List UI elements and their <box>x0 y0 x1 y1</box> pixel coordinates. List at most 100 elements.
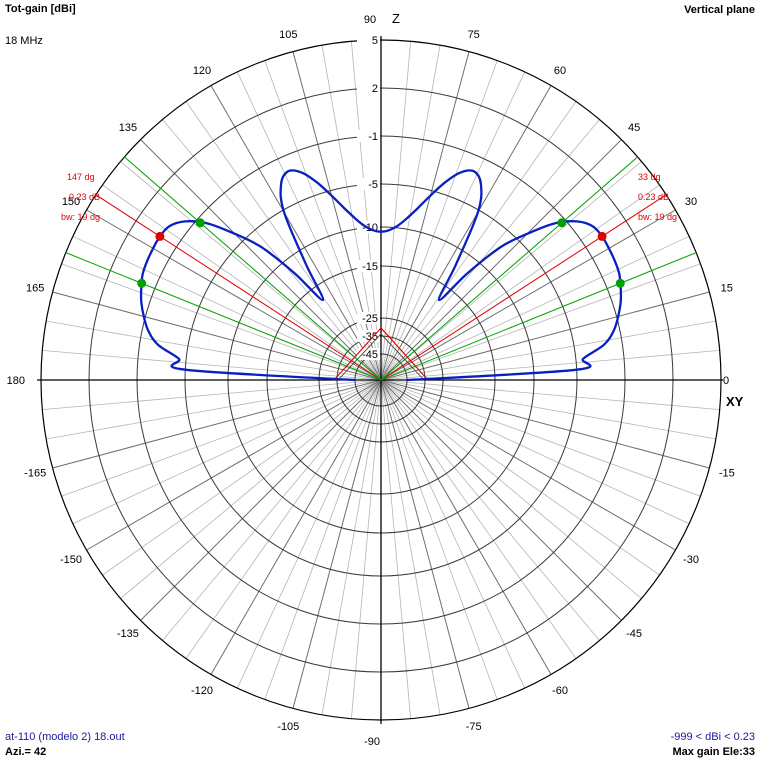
guide-line <box>380 320 716 381</box>
max-gain-point <box>155 231 165 241</box>
guide-line <box>162 379 382 641</box>
angle-tick-label: 30 <box>685 196 697 208</box>
guide-line <box>120 161 382 381</box>
angle-tick-label: 180 <box>7 375 25 387</box>
beamwidth-point <box>195 218 205 228</box>
guide-line <box>380 379 441 715</box>
guide-line <box>185 101 382 381</box>
guide-line <box>380 235 690 381</box>
max-gain-point <box>597 231 607 241</box>
right-beamwidth-label: bw: 19 dg <box>638 212 677 222</box>
radial-line <box>380 379 710 469</box>
guide-line <box>321 379 382 715</box>
radial-line <box>52 379 382 469</box>
guide-line <box>264 60 382 381</box>
right-max-elevation-label: 33 dg <box>638 172 661 182</box>
guide-line <box>120 379 382 599</box>
gain-ring-label: 2 <box>372 83 378 95</box>
gain-ring-label-bg <box>357 312 380 324</box>
radial-line <box>210 85 382 381</box>
radial-line <box>380 139 622 381</box>
guide-line <box>380 379 498 700</box>
gain-ring-label-bg <box>357 34 380 46</box>
gain-ring-label: 5 <box>372 35 378 47</box>
gain-ring-label-bg <box>357 330 380 342</box>
guide-line <box>380 161 642 381</box>
gain-ring-label-bg <box>357 82 380 94</box>
gain-ring-label: -35 <box>362 331 378 343</box>
angle-tick-label: 165 <box>26 282 44 294</box>
lobe-markers <box>65 156 697 381</box>
radial-line <box>380 51 470 381</box>
angle-tick-label: 120 <box>193 65 211 77</box>
gain-ring-label-bg <box>357 348 380 360</box>
pattern-curve <box>139 169 623 382</box>
radial-line <box>86 209 382 381</box>
beamwidth-edge-line <box>380 252 697 381</box>
guide-line <box>380 119 600 381</box>
guide-line <box>380 60 498 381</box>
radial-line <box>380 379 552 675</box>
gain-ring-label: -15 <box>362 261 378 273</box>
guide-line <box>46 379 382 440</box>
radial-line <box>140 379 382 621</box>
left-max-gain-label: 0.23 dB <box>69 192 100 202</box>
gain-ring-label-bg <box>357 260 380 272</box>
radial-line <box>380 291 710 381</box>
guide-line <box>380 379 642 599</box>
guide-line <box>380 379 411 719</box>
max-gain-line <box>95 194 382 381</box>
radial-line <box>210 379 382 675</box>
gain-ring-label-bg <box>357 178 380 190</box>
xy-axis-label: XY <box>726 394 744 409</box>
main-axes: Z XY <box>37 11 744 724</box>
angle-tick-label: 150 <box>62 196 80 208</box>
guide-line <box>102 379 382 576</box>
angle-tick-label: 60 <box>554 65 566 77</box>
beamwidth-edge-line <box>124 156 382 381</box>
guide-line <box>380 379 600 641</box>
guide-line <box>264 379 382 700</box>
antenna-outline <box>333 327 429 381</box>
left-max-elevation-label: 147 dg <box>67 172 95 182</box>
beamwidth-point <box>137 278 147 288</box>
angle-tick-label: 135 <box>119 122 137 134</box>
guide-line <box>72 379 382 525</box>
guide-line <box>236 379 382 689</box>
guide-line <box>380 379 701 497</box>
guide-line <box>380 379 690 525</box>
radial-line <box>380 209 676 381</box>
guide-line <box>380 379 660 576</box>
radial-line <box>140 139 382 381</box>
gain-ring-label: -45 <box>362 349 378 361</box>
angle-tick-label: 75 <box>468 29 480 41</box>
lobe-annotations: 33 dg 0.23 dB bw: 19 dg 147 dg 0.23 dB bw: 19… <box>61 172 677 222</box>
guide-line <box>380 101 577 381</box>
angle-tick-label: -75 <box>466 721 482 733</box>
guide-line <box>380 41 411 381</box>
guide-line <box>61 379 382 497</box>
radial-line <box>380 379 470 709</box>
max-gain-label: Max gain Ele:33 <box>672 746 755 758</box>
beamwidth-point <box>615 278 625 288</box>
guide-line <box>321 45 382 381</box>
guide-line <box>46 320 382 381</box>
gain-ring-label: -5 <box>368 179 378 191</box>
file-name-label: at-110 (modelo 2) 18.out <box>5 731 125 743</box>
angle-tick-label: 15 <box>721 282 733 294</box>
frequency-label: 18 MHz <box>5 35 43 47</box>
angle-tick-label: -150 <box>60 554 82 566</box>
guide-line <box>380 184 660 381</box>
guide-lines <box>42 41 720 719</box>
guide-line <box>380 45 441 381</box>
chart-title: Tot-gain [dBi] <box>5 3 76 15</box>
plane-label: Vertical plane <box>684 4 755 16</box>
guide-line <box>380 379 716 440</box>
guide-line <box>380 379 526 689</box>
angle-tick-label: -165 <box>24 468 46 480</box>
guide-line <box>61 263 382 381</box>
beamwidth-edge-line <box>380 156 638 381</box>
angle-tick-label: -45 <box>626 628 642 640</box>
radial-line <box>292 379 382 709</box>
